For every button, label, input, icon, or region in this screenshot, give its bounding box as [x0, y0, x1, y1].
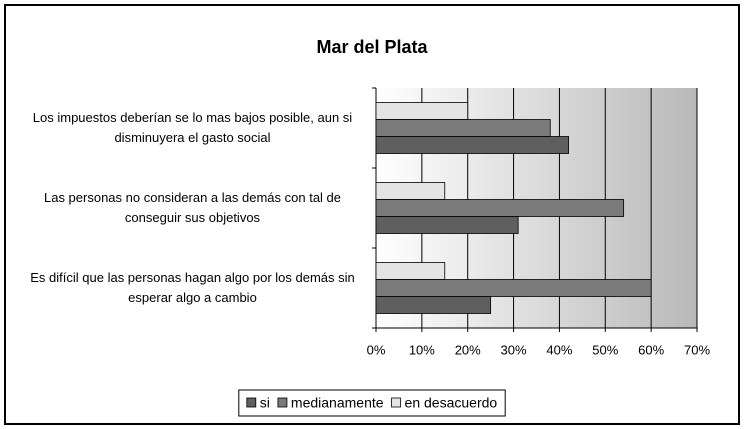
bar [375, 102, 469, 120]
bar [375, 182, 446, 200]
legend-swatch [277, 397, 288, 408]
legend-label: medianamente [291, 395, 384, 411]
bar [375, 296, 492, 314]
y-tick-label: Los impuestos deberían se lo mas bajos p… [32, 110, 353, 145]
bar [375, 119, 551, 137]
legend [238, 389, 506, 417]
y-tick-label: Las personas no consideran a las demás c… [43, 190, 342, 225]
bar [375, 199, 625, 217]
x-tick-label: 50% [592, 342, 618, 357]
legend-label: en desacuerdo [405, 395, 498, 411]
x-tick-label: 10% [409, 342, 435, 357]
legend-swatch [391, 397, 401, 408]
x-tick-label: 60% [638, 342, 664, 357]
y-tick-label: Es difícil que las personas hagan algo p… [30, 270, 355, 305]
x-tick-label: 20% [455, 342, 481, 357]
bar [375, 279, 652, 297]
bar [375, 216, 519, 234]
x-tick-label: 0% [367, 342, 386, 357]
legend-swatch [246, 397, 257, 408]
x-tick-label: 30% [501, 342, 527, 357]
bar [375, 262, 446, 280]
x-tick-label: 40% [546, 342, 572, 357]
legend-label: si [260, 395, 270, 411]
bar [375, 136, 570, 154]
x-tick-label: 70% [684, 342, 710, 357]
chart-title: Mar del Plata [316, 37, 428, 57]
